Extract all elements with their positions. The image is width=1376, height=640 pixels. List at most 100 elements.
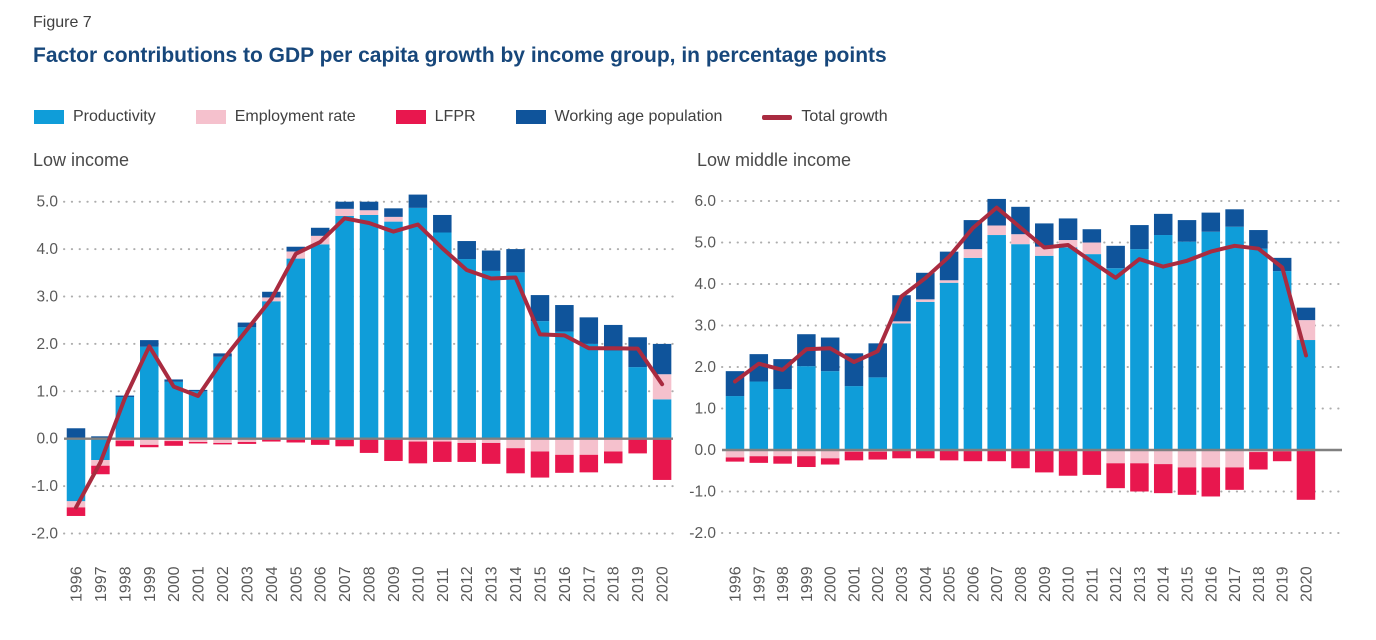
bar-segment-working_age_population [987,198,1006,226]
bar-segment-working_age_population [1201,212,1221,232]
legend-swatch-employment_rate-box [195,110,226,124]
legend: Productivity Employment rate LFPR Working a… [34,108,888,126]
x-tick-label: 2007 [337,566,354,602]
bar-segment-working_age_population [579,317,599,344]
bar-segment-productivity [1082,254,1102,450]
bar-2009 [384,208,403,461]
x-tick-label: 1999 [799,566,816,602]
bar-segment-employment_rate [188,438,208,443]
total-growth-line [74,216,665,510]
bar-segment-working_age_population [66,428,86,439]
bar-2012 [1106,245,1125,489]
x-tick-label: 2016 [557,566,574,602]
y-tick-label: 4.0 [36,241,58,258]
bar-segment-employment_rate [963,249,983,258]
legend-swatch-lfpr-box [395,110,426,124]
x-tick-label: 2008 [362,566,379,602]
bar-segment-productivity [868,377,887,450]
bar-segment-productivity [1153,235,1173,450]
bar-segment-employment_rate [1201,450,1221,468]
bar-segment-productivity [652,399,672,439]
bar-segment-lfpr [433,441,452,462]
x-tick-label: 2012 [1108,566,1125,602]
y-tick-label: -1.0 [689,484,716,501]
bar-segment-productivity [820,371,840,450]
legend-item-total_growth: Total growth [762,108,888,126]
bar-segment-productivity [1201,231,1221,450]
bar-segment-productivity [457,259,476,439]
bar-2013 [481,250,501,464]
x-tick-label: 2001 [846,566,863,602]
bar-segment-employment_rate [773,450,792,457]
bar-segment-lfpr [1011,450,1030,469]
bar-2011 [433,214,452,462]
bar-segment-employment_rate [749,450,769,457]
bar-2017 [1225,209,1244,490]
bar-segment-working_age_population [457,241,476,260]
y-tick-label: 0.0 [36,431,58,448]
bar-segment-working_age_population [1035,223,1054,247]
bar-segment-productivity [1011,244,1030,450]
bar-2020 [1296,307,1316,500]
bar-2004 [262,291,281,442]
bar-segment-employment_rate [335,208,354,216]
bar-segment-working_age_population [1272,257,1292,272]
bar-segment-employment_rate [1153,450,1173,465]
bar-segment-productivity [335,215,354,439]
bar-segment-employment_rate [140,438,159,445]
bar-segment-working_age_population [408,194,428,208]
bar-segment-lfpr [1225,467,1244,490]
x-tick-label: 1996 [728,566,745,602]
x-tick-label: 2000 [823,566,840,602]
bar-segment-lfpr [963,450,983,462]
bar-segment-employment_rate [408,438,428,442]
bar-segment-lfpr [628,438,647,454]
bar-segment-working_age_population [164,379,183,382]
y-tick-label: -2.0 [31,526,58,543]
chart-title-low-middle-income: Low middle income [697,150,852,170]
bar-segment-productivity [310,244,330,439]
bar-segment-productivity [628,367,647,439]
bar-segment-productivity [579,343,599,439]
bar-segment-lfpr [820,458,840,465]
bar-2015 [1177,220,1197,495]
bar-segment-productivity [1058,247,1078,450]
bar-segment-lfpr [530,451,550,478]
bar-2003 [237,322,257,444]
bar-segment-working_age_population [963,220,983,250]
legend-item-working_age_population: Working age population [515,108,722,126]
bar-2005 [939,251,959,461]
bar-2017 [579,317,599,473]
bar-segment-working_age_population [1082,229,1102,243]
bar-segment-productivity [1106,268,1125,450]
bar-segment-productivity [1296,340,1316,450]
bar-segment-productivity [1130,249,1149,450]
x-tick-label: 2000 [166,566,183,602]
bar-segment-productivity [916,301,935,450]
bar-2007 [987,198,1006,462]
bar-2010 [1058,218,1078,476]
bar-segment-lfpr [213,442,232,445]
x-tick-label: 2010 [410,566,427,602]
x-tick-label: 2002 [215,566,232,602]
y-tick-label: 0.0 [694,442,716,459]
bar-2005 [286,246,306,443]
y-axis-ticks: 5.0 4.0 3.0 2.0 1.0 0.0 -1.0 -2.0 [31,194,58,543]
x-tick-label: 2006 [965,566,982,602]
bar-segment-employment_rate [457,438,476,443]
bar-segment-lfpr [1058,450,1078,476]
bar-2019 [1272,257,1292,462]
x-tick-label: 2012 [459,566,476,602]
bar-segment-lfpr [188,442,208,444]
legend-label: Total growth [801,108,888,125]
bar-segment-productivity [506,272,525,439]
bar-segment-lfpr [1130,463,1149,492]
bar-2010 [408,194,428,464]
bar-segment-employment_rate [916,299,935,302]
bar-segment-lfpr [892,450,911,459]
bar-segment-lfpr [1272,451,1292,462]
x-tick-label: 2002 [870,566,887,602]
y-axis-ticks: 6.0 5.0 4.0 3.0 2.0 1.0 0.0 -1.0 -2.0 [689,193,716,542]
